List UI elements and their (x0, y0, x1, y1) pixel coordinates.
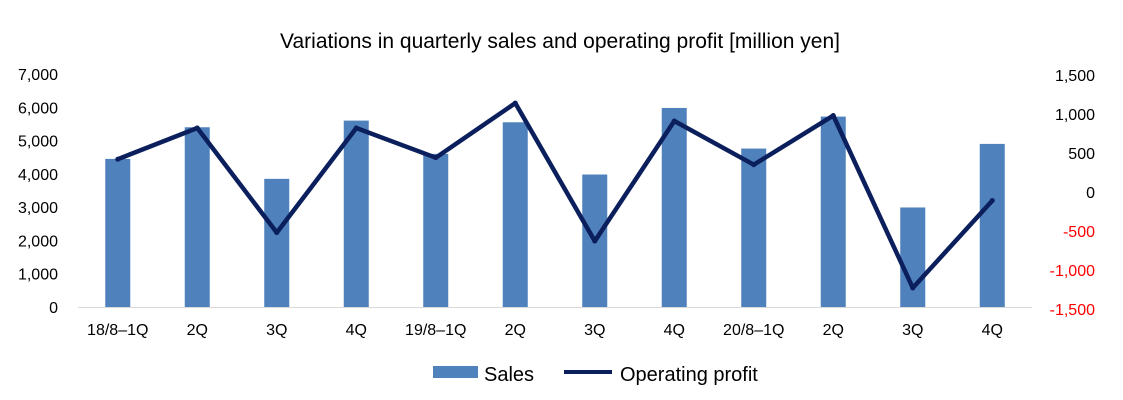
point-operating-profit (353, 125, 359, 131)
bar-sales (900, 207, 926, 307)
point-operating-profit (671, 118, 677, 124)
y-left-tick-label: 1,000 (18, 267, 58, 284)
point-operating-profit (274, 230, 280, 236)
y-right-tick-label: -1,000 (1050, 263, 1095, 280)
x-tick-label: 2Q (505, 322, 526, 339)
y-left-tick-label: 2,000 (18, 233, 58, 250)
x-tick-label: 4Q (982, 322, 1003, 339)
bar-sales (264, 178, 290, 307)
point-operating-profit (115, 156, 121, 162)
y-right-tick-label: -1,500 (1050, 302, 1095, 319)
bar-sales (661, 107, 687, 307)
y-right-tick-label: 500 (1068, 146, 1095, 163)
point-operating-profit (751, 162, 757, 168)
x-tick-label: 3Q (902, 322, 923, 339)
y-right-tick-label: 1,000 (1055, 107, 1095, 124)
point-operating-profit (433, 155, 439, 161)
chart-title: Variations in quarterly sales and operat… (280, 30, 840, 53)
y-left-tick-label: 6,000 (18, 100, 58, 117)
point-operating-profit (989, 198, 995, 204)
legend: Sales Operating profit (433, 364, 758, 386)
bar-sales (820, 116, 846, 307)
x-tick-label: 4Q (346, 322, 367, 339)
y-left-tick-label: 7,000 (18, 67, 58, 84)
bar-sales (184, 127, 210, 307)
bar-sales (502, 122, 528, 307)
y-left-tick-label: 0 (49, 300, 58, 317)
x-tick-label: 18/8–1Q (87, 322, 148, 339)
point-operating-profit (830, 113, 836, 119)
point-operating-profit (910, 285, 916, 291)
y-right-tick-label: -500 (1063, 224, 1095, 241)
x-tick-label: 3Q (266, 322, 287, 339)
y-right-tick-label: 1,500 (1055, 68, 1095, 85)
legend-label-sales: Sales (484, 364, 534, 386)
y-right-tick-label: 0 (1086, 185, 1095, 202)
bar-sales (105, 158, 131, 307)
x-tick-label: 2Q (823, 322, 844, 339)
point-operating-profit (592, 238, 598, 244)
y-left-tick-label: 3,000 (18, 200, 58, 217)
legend-swatch-sales (433, 366, 478, 378)
x-tick-label: 2Q (187, 322, 208, 339)
point-operating-profit (194, 125, 200, 131)
point-operating-profit (512, 100, 518, 106)
bar-sales (979, 143, 1005, 307)
x-tick-label: 4Q (664, 322, 685, 339)
bar-sales (741, 148, 767, 307)
y-left-tick-label: 4,000 (18, 167, 58, 184)
bar-sales (423, 153, 449, 307)
x-tick-label: 20/8–1Q (723, 322, 784, 339)
x-tick-label: 19/8–1Q (405, 322, 466, 339)
series-line-operating-profit (115, 100, 995, 291)
legend-label-operating-profit: Operating profit (620, 364, 758, 386)
y-left-tick-label: 5,000 (18, 134, 58, 151)
x-tick-label: 3Q (584, 322, 605, 339)
bar-sales (343, 120, 369, 307)
